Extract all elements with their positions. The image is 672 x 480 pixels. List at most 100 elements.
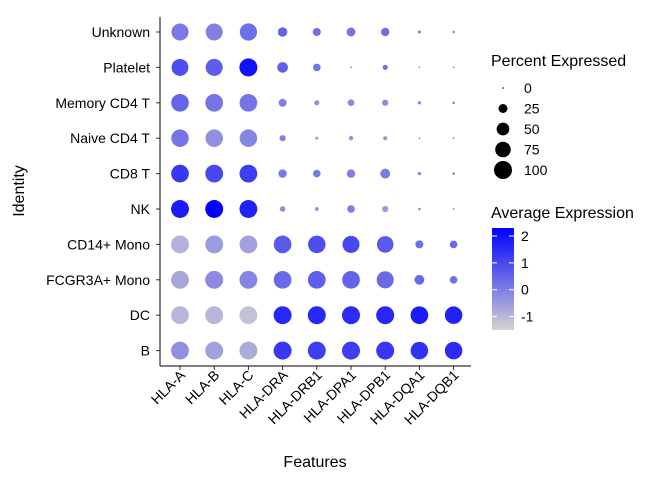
size-legend-key [498, 104, 508, 113]
dot-dc-hla-dpa1 [342, 306, 360, 325]
dot-fcgr3a-mono-hla-dpb1 [376, 271, 394, 289]
y-tick-label: DC [130, 307, 150, 323]
dot-fcgr3a-mono-hla-dqb1 [449, 275, 458, 284]
dot-cd14-mono-hla-dqb1 [449, 240, 458, 249]
y-tick-label: NK [131, 201, 151, 217]
color-legend-title: Average Expression [491, 205, 634, 222]
dot-cd14-mono-hla-dra [273, 235, 292, 254]
dot-naive-cd4-t-hla-dqb1 [452, 137, 455, 140]
dot-nk-hla-drb1 [314, 206, 319, 212]
dot-cd8-t-hla-dqb1 [452, 172, 455, 175]
dot-cd8-t-hla-dqa1 [417, 172, 421, 176]
size-legend-key [502, 87, 504, 89]
size-legend-key [494, 161, 512, 179]
dot-cd8-t-hla-c [239, 164, 258, 183]
dot-memory-cd4-t-hla-c [239, 93, 258, 112]
dot-unknown-hla-c [239, 23, 258, 41]
x-tick-label: HLA-A [148, 366, 189, 407]
dot-cd14-mono-hla-dpa1 [342, 235, 360, 253]
dot-nk-hla-a [171, 200, 189, 218]
dot-platelet-hla-dqb1 [452, 66, 455, 69]
dot-cd8-t-hla-a [171, 164, 189, 183]
color-legend-label: 1 [521, 255, 529, 271]
dot-unknown-hla-dqa1 [417, 30, 421, 34]
dot-nk-hla-b [205, 200, 224, 218]
dot-platelet-hla-dqa1 [418, 66, 421, 69]
dot-fcgr3a-mono-hla-a [171, 270, 189, 289]
size-legend-key [495, 141, 511, 158]
dot-unknown-hla-dpb1 [380, 27, 390, 37]
dot-cd14-mono-hla-dqa1 [415, 240, 424, 249]
y-tick-label: B [141, 343, 150, 359]
color-legend-label: -1 [521, 309, 534, 325]
x-tick-label: HLA-B [182, 367, 222, 407]
dot-b-hla-dqb1 [444, 341, 463, 360]
color-legend: Average Expression 2 1 0 -1 [491, 205, 634, 330]
dot-memory-cd4-t-hla-dqa1 [417, 101, 421, 105]
dot-b-hla-b [205, 341, 224, 360]
size-legend-label: 50 [524, 121, 540, 137]
dot-cd8-t-hla-dpa1 [346, 169, 356, 178]
dot-platelet-hla-a [171, 58, 189, 76]
dot-cd14-mono-hla-b [205, 235, 224, 254]
dot-memory-cd4-t-hla-dra [278, 98, 287, 107]
dot-b-hla-a [171, 341, 189, 360]
size-legend: Percent Expressed 0 25 50 75 100 [491, 53, 626, 179]
size-legend-label: 0 [524, 80, 532, 96]
dot-nk-hla-dra [279, 206, 286, 212]
dot-cd8-t-hla-dra [278, 169, 287, 178]
dot-naive-cd4-t-hla-dpb1 [383, 136, 388, 141]
y-tick-label: CD8 T [110, 166, 151, 182]
dot-cd14-mono-hla-dpb1 [376, 236, 394, 253]
dot-platelet-hla-dpb1 [382, 64, 388, 70]
dot-fcgr3a-mono-hla-dqa1 [414, 274, 425, 285]
dot-cd14-mono-hla-drb1 [308, 235, 326, 254]
dot-unknown-hla-dqb1 [452, 30, 455, 34]
dot-unknown-hla-b [205, 23, 223, 41]
dot-fcgr3a-mono-hla-c [239, 270, 258, 289]
y-tick-label: Platelet [103, 59, 150, 75]
dot-dc-hla-a [171, 306, 189, 325]
dot-nk-hla-c [239, 200, 258, 218]
dot-fcgr3a-mono-hla-drb1 [307, 270, 326, 289]
y-tick-label: Unknown [92, 24, 150, 40]
y-tick-label: Naive CD4 T [70, 130, 150, 146]
dot-dc-hla-drb1 [307, 306, 326, 325]
dot-naive-cd4-t-hla-dpa1 [348, 136, 354, 141]
size-legend-key [496, 122, 510, 136]
dot-cd8-t-hla-drb1 [312, 169, 321, 178]
dot-dc-hla-dqb1 [444, 306, 463, 324]
size-legend-label: 75 [524, 142, 540, 158]
size-legend-label: 25 [524, 101, 540, 117]
size-legend-label: 100 [524, 162, 548, 178]
x-axis-title: Features [283, 454, 346, 471]
color-legend-label: 2 [521, 228, 529, 244]
dot-naive-cd4-t-hla-c [239, 129, 258, 147]
dot-platelet-hla-b [205, 58, 223, 76]
dot-b-hla-dqa1 [410, 341, 429, 360]
dot-memory-cd4-t-hla-dqb1 [452, 101, 455, 105]
dot-nk-hla-dpa1 [347, 205, 355, 213]
dot-naive-cd4-t-hla-dqa1 [418, 137, 421, 140]
dot-memory-cd4-t-hla-b [205, 93, 224, 112]
dot-unknown-hla-a [171, 23, 189, 41]
dot-nk-hla-dqa1 [418, 207, 421, 211]
dot-platelet-hla-dpa1 [350, 66, 352, 69]
size-legend-title: Percent Expressed [491, 53, 626, 70]
y-tick-labels: Unknown Platelet Memory CD4 T Naive CD4 T CD… [46, 24, 160, 359]
dot-b-hla-dra [273, 341, 292, 360]
dot-memory-cd4-t-hla-dpb1 [382, 99, 389, 106]
dot-dc-hla-dqa1 [410, 306, 429, 325]
dot-cd14-mono-hla-a [171, 235, 189, 254]
dot-b-hla-c [239, 341, 258, 360]
dot-dc-hla-dpb1 [376, 306, 395, 325]
dot-dc-hla-b [205, 306, 224, 325]
dot-fcgr3a-mono-hla-dpa1 [342, 270, 360, 289]
dot-cd14-mono-hla-c [239, 235, 258, 254]
dot-cd8-t-hla-b [205, 164, 224, 183]
dot-naive-cd4-t-hla-b [205, 129, 223, 147]
dot-unknown-hla-dra [277, 27, 288, 37]
dot-unknown-hla-dpa1 [346, 27, 356, 37]
dot-dc-hla-c [239, 306, 258, 325]
dot-nk-hla-dqb1 [452, 208, 455, 210]
